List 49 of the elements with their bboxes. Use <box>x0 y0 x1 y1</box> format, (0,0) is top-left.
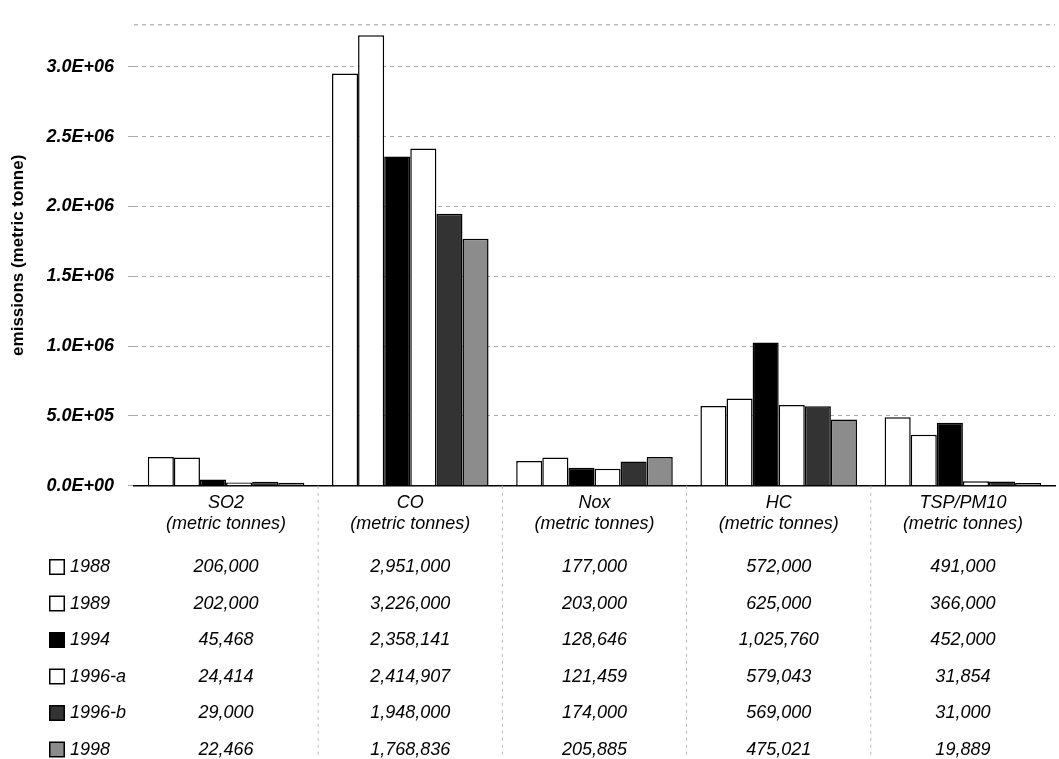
data-label: 475,021 <box>746 738 812 759</box>
data-label: 202,000 <box>192 592 259 613</box>
data-label: 45,468 <box>198 629 254 649</box>
y-axis-title: emissions (metric tonne) <box>7 154 27 356</box>
data-label: 29,000 <box>197 702 254 722</box>
data-label: 206,000 <box>192 556 259 576</box>
y-tick-label: 2.5E+06 <box>45 125 115 146</box>
data-label: 625,000 <box>746 592 812 613</box>
data-label: 121,459 <box>561 665 628 686</box>
data-label: 22,466 <box>197 738 255 759</box>
data-label: 205,885 <box>560 738 628 759</box>
y-tick-label: 5.0E+05 <box>46 404 115 425</box>
data-label: 3,226,000 <box>370 592 451 613</box>
data-label: 366,000 <box>930 592 996 613</box>
x-tick-label: Nox (metric tonnes) <box>534 491 655 534</box>
x-tick-label: CO (metric tonnes) <box>350 491 471 534</box>
y-tick-label: 2.0E+06 <box>45 195 115 216</box>
y-tick-label: 3.0E+06 <box>46 55 115 76</box>
legend-label: 1998 <box>70 738 111 759</box>
data-label: 31,854 <box>935 665 991 686</box>
x-tick-label: HC (metric tonnes) <box>718 491 839 534</box>
data-label: 19,889 <box>935 738 991 759</box>
data-label: 2,358,141 <box>369 629 451 649</box>
data-label: 1,768,836 <box>370 738 452 759</box>
data-label: 128,646 <box>561 629 628 649</box>
data-label: 572,000 <box>746 556 812 576</box>
x-tick-label: TSP/PM10 (metric tonnes) <box>902 491 1023 534</box>
data-label: 177,000 <box>561 556 628 576</box>
y-tick-label: 1.0E+06 <box>46 335 115 356</box>
data-label: 31,000 <box>935 702 991 722</box>
data-label: 452,000 <box>930 629 996 649</box>
data-label: 1,025,760 <box>738 629 819 649</box>
data-label: 2,951,000 <box>369 556 451 576</box>
legend-label: 1994 <box>70 629 111 649</box>
data-label: 491,000 <box>930 556 996 576</box>
data-label: 24,414 <box>197 665 254 686</box>
data-label: 2,414,907 <box>369 665 452 686</box>
legend-label: 1996-b <box>70 702 127 722</box>
legend-label: 1996-a <box>70 665 127 686</box>
data-label: 569,000 <box>746 702 812 722</box>
x-tick-label: SO2 (metric tonnes) <box>166 491 287 534</box>
data-label: 579,043 <box>746 665 812 686</box>
y-tick-label: 1.5E+06 <box>46 265 115 286</box>
legend-label: 1989 <box>70 592 111 613</box>
y-tick-label: 0.0E+00 <box>46 474 114 495</box>
data-label: 174,000 <box>561 702 628 722</box>
data-label: 1,948,000 <box>370 702 451 722</box>
legend-label: 1988 <box>70 556 111 576</box>
data-label: 203,000 <box>560 592 628 613</box>
